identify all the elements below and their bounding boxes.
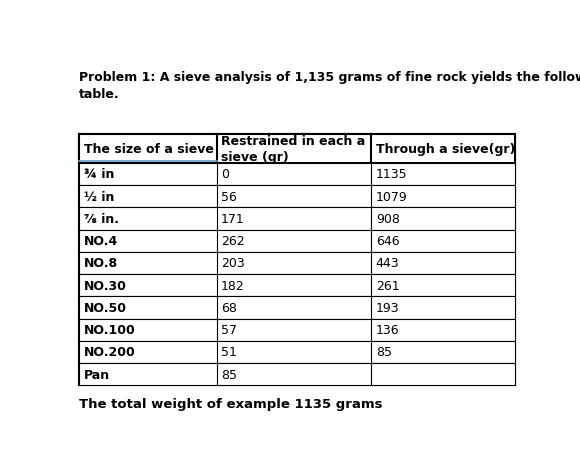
Text: ½ in: ½ in <box>84 190 114 203</box>
Text: NO.100: NO.100 <box>84 324 136 336</box>
Text: 203: 203 <box>221 257 245 270</box>
Text: 171: 171 <box>221 213 245 225</box>
Text: 85: 85 <box>221 368 237 381</box>
Bar <box>79 134 515 386</box>
Text: 193: 193 <box>376 301 400 314</box>
Text: 57: 57 <box>221 324 237 336</box>
Text: 908: 908 <box>376 213 400 225</box>
Bar <box>79 341 515 364</box>
Bar <box>79 186 515 208</box>
Text: NO.4: NO.4 <box>84 235 118 248</box>
Text: NO.8: NO.8 <box>84 257 118 270</box>
Text: NO.30: NO.30 <box>84 279 126 292</box>
Bar <box>79 252 515 274</box>
Bar <box>79 364 515 386</box>
Text: Through a sieve(gr): Through a sieve(gr) <box>376 143 515 156</box>
Text: 262: 262 <box>221 235 245 248</box>
Text: The size of a sieve: The size of a sieve <box>84 143 213 156</box>
Text: 85: 85 <box>376 346 392 359</box>
Text: 68: 68 <box>221 301 237 314</box>
Bar <box>79 163 515 186</box>
Text: Restrained in each a
sieve (gr): Restrained in each a sieve (gr) <box>221 134 365 163</box>
Bar <box>79 208 515 230</box>
Text: 182: 182 <box>221 279 245 292</box>
Text: NO.50: NO.50 <box>84 301 127 314</box>
Text: 0: 0 <box>221 168 229 181</box>
Text: 443: 443 <box>376 257 400 270</box>
Bar <box>79 230 515 252</box>
Text: 1079: 1079 <box>376 190 408 203</box>
Text: ¾ in: ¾ in <box>84 168 114 181</box>
Bar <box>79 297 515 319</box>
Text: 646: 646 <box>376 235 400 248</box>
Text: ⅞ in.: ⅞ in. <box>84 213 119 225</box>
Bar <box>79 274 515 297</box>
Text: Pan: Pan <box>84 368 110 381</box>
Bar <box>79 319 515 341</box>
Text: 56: 56 <box>221 190 237 203</box>
Text: The total weight of example 1135 grams: The total weight of example 1135 grams <box>79 397 383 410</box>
Text: Problem 1: A sieve analysis of 1,135 grams of fine rock yields the following dat: Problem 1: A sieve analysis of 1,135 gra… <box>79 71 580 101</box>
Text: 136: 136 <box>376 324 400 336</box>
Text: 51: 51 <box>221 346 237 359</box>
Bar <box>79 134 515 163</box>
Text: 1135: 1135 <box>376 168 408 181</box>
Text: NO.200: NO.200 <box>84 346 136 359</box>
Text: 261: 261 <box>376 279 400 292</box>
